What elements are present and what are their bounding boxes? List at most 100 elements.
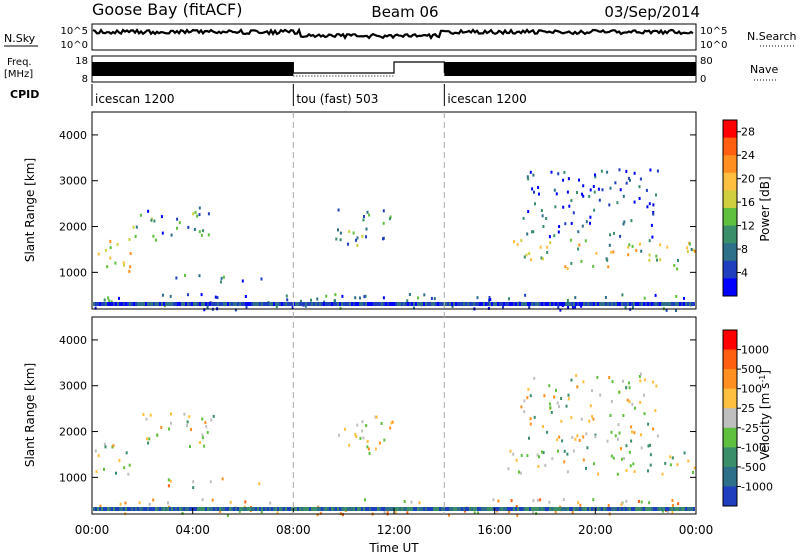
echo-cell [679,507,681,511]
echo-cell [535,302,537,306]
echo-cell [155,302,157,306]
echo-cell [167,484,170,488]
echo-cell [339,507,341,511]
echo-cell [573,302,575,306]
echo-cell [161,302,163,306]
echo-cell [170,233,173,237]
echo-cell [654,293,657,297]
echo-cell [121,507,123,511]
echo-cell [354,432,357,436]
echo-cell [307,507,309,511]
echo-cell [617,423,620,427]
colorbar-tick-label: 25 [741,402,755,415]
echo-cell [654,409,657,413]
echo-cell [265,302,267,306]
freq-right-tick-bottom: 0 [700,74,706,85]
echo-cell [128,269,131,273]
echo-cell [139,507,141,511]
echo-cell [537,302,539,306]
echo-cell [691,507,693,511]
echo-cell [365,227,368,231]
echo-cell [175,276,178,280]
echo-cell [481,507,483,511]
echo-cell [533,376,536,380]
echo-cell [664,461,667,465]
echo-cell [633,507,635,511]
echo-cell [435,302,437,306]
echo-cell [598,198,601,202]
echo-cell [125,302,127,306]
echo-cell [341,513,344,517]
echo-cell [381,507,383,511]
echo-cell [639,177,642,181]
echo-cell [521,507,523,511]
echo-cell [661,472,664,476]
echo-cell [207,212,210,216]
echo-cell [367,447,370,451]
echo-cell [537,498,539,502]
colorbar-tick-label: 100 [741,383,762,396]
echo-cell [677,259,679,262]
echo-cell [518,470,520,474]
echo-cell [310,298,312,302]
echo-cell [123,302,125,306]
echo-cell [561,439,564,443]
echo-cell [187,302,189,306]
x-tick-label: 04:00 [175,523,210,537]
echo-cell [283,507,285,511]
x-tick-label: 08:00 [276,523,311,537]
echo-cell [261,507,263,511]
echo-cell [163,302,165,306]
echo-cell [119,502,122,506]
echo-cell [285,507,287,511]
echo-cell [593,208,596,212]
echo-cell [574,296,577,300]
echo-cell [693,466,696,470]
colorbar-tick-label: 8 [741,243,748,256]
echo-cell [331,302,333,306]
echo-cell [533,415,536,419]
echo-cell [269,302,271,306]
echo-cell [189,507,191,511]
echo-cell [198,206,201,210]
echo-cell [567,302,569,306]
echo-cell [671,456,674,460]
echo-cell [579,503,582,507]
echo-cell [95,507,97,511]
echo-cell [669,302,671,306]
colorbar-swatch [723,486,737,507]
echo-cell [629,464,632,468]
echo-cell [219,509,222,513]
echo-cell [386,510,389,514]
echo-cell [94,449,97,453]
echo-cell [115,471,117,475]
echo-cell [509,507,511,511]
echo-cell [627,253,630,257]
echo-cell [109,302,111,306]
echo-cell [459,302,461,306]
echo-cell [529,507,531,511]
echo-cell [211,507,213,511]
echo-cell [655,254,658,258]
echo-cell [520,239,523,243]
echo-cell [343,302,345,306]
echo-cell [497,499,500,503]
noise-left-tick-bottom: 10^0 [61,40,88,51]
echo-cell [179,507,181,511]
cpid-label: CPID [10,88,39,101]
echo-cell [675,507,677,511]
echo-cell [579,507,581,511]
echo-cell [581,507,583,511]
echo-cell [173,507,175,511]
echo-cell [621,507,623,511]
echo-cell [142,413,145,416]
echo-cell [157,507,159,511]
echo-cell [548,384,551,388]
echo-cell [167,507,169,511]
echo-cell [627,245,630,249]
echo-cell [649,507,651,511]
echo-cell [581,302,583,306]
echo-cell [628,450,631,454]
echo-cell [622,194,625,198]
echo-cell [283,302,285,306]
